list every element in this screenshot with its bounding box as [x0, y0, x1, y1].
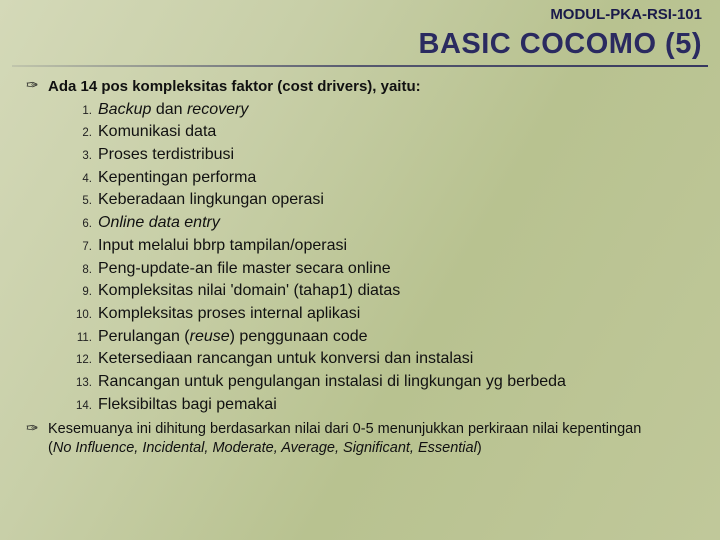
list-item: 10.Kompleksitas proses internal aplikasi: [74, 303, 700, 326]
list-item-text: Fleksibiltas bagi pemakai: [98, 394, 277, 417]
list-item-text: Kepentingan performa: [98, 167, 256, 190]
list-item-text: Kompleksitas nilai 'domain' (tahap1) dia…: [98, 280, 400, 303]
list-item-number: 12.: [74, 352, 98, 368]
title-wrap: BASIC COCOMO (5): [0, 26, 720, 65]
list-item-text: Perulangan (reuse) penggunaan code: [98, 326, 368, 349]
list-item-number: 5.: [74, 193, 98, 209]
footer-text: Kesemuanya ini dihitung berdasarkan nila…: [48, 420, 641, 459]
list-item-number: 9.: [74, 284, 98, 300]
list-item: 4.Kepentingan performa: [74, 167, 700, 190]
list-item-number: 2.: [74, 125, 98, 141]
cost-driver-list: 1.Backup dan recovery2.Komunikasi data3.…: [26, 99, 700, 417]
list-item: 13.Rancangan untuk pengulangan instalasi…: [74, 371, 700, 394]
module-code: MODUL-PKA-RSI-101: [550, 6, 702, 23]
intro-bullet: ✑ Ada 14 pos kompleksitas faktor (cost d…: [26, 77, 700, 97]
list-item-text: Komunikasi data: [98, 121, 216, 144]
list-item-text: Input melalui bbrp tampilan/operasi: [98, 235, 347, 258]
list-item: 12.Ketersediaan rancangan untuk konversi…: [74, 348, 700, 371]
list-item-number: 4.: [74, 171, 98, 187]
list-item-number: 3.: [74, 148, 98, 164]
list-item: 8.Peng-update-an file master secara onli…: [74, 258, 700, 281]
list-item: 7.Input melalui bbrp tampilan/operasi: [74, 235, 700, 258]
list-item-number: 1.: [74, 103, 98, 119]
list-item-number: 10.: [74, 307, 98, 323]
list-item-number: 6.: [74, 216, 98, 232]
intro-text: Ada 14 pos kompleksitas faktor (cost dri…: [48, 77, 421, 97]
list-item-text: Online data entry: [98, 212, 220, 235]
list-item-number: 8.: [74, 262, 98, 278]
list-item: 2.Komunikasi data: [74, 121, 700, 144]
page-title: BASIC COCOMO (5): [419, 28, 703, 60]
list-item: 5.Keberadaan lingkungan operasi: [74, 189, 700, 212]
list-item-text: Proses terdistribusi: [98, 144, 234, 167]
list-item-number: 7.: [74, 239, 98, 255]
list-item-number: 11.: [74, 330, 98, 346]
footer-line1: Kesemuanya ini dihitung berdasarkan nila…: [48, 421, 641, 437]
list-item: 11.Perulangan (reuse) penggunaan code: [74, 326, 700, 349]
list-item-text: Peng-update-an file master secara online: [98, 258, 391, 281]
list-item: 6.Online data entry: [74, 212, 700, 235]
list-item-text: Keberadaan lingkungan operasi: [98, 189, 324, 212]
list-item-number: 13.: [74, 375, 98, 391]
list-item: 3.Proses terdistribusi: [74, 144, 700, 167]
footer-line2: (No Influence, Incidental, Moderate, Ave…: [48, 440, 482, 456]
footer-bullet: ✑ Kesemuanya ini dihitung berdasarkan ni…: [26, 420, 700, 459]
list-item-number: 14.: [74, 398, 98, 414]
list-item-text: Backup dan recovery: [98, 99, 248, 122]
list-item: 9.Kompleksitas nilai 'domain' (tahap1) d…: [74, 280, 700, 303]
list-item-text: Rancangan untuk pengulangan instalasi di…: [98, 371, 566, 394]
title-divider: [12, 65, 708, 67]
list-item-text: Ketersediaan rancangan untuk konversi da…: [98, 348, 473, 371]
list-item: 1.Backup dan recovery: [74, 99, 700, 122]
bullet-icon: ✑: [26, 420, 48, 440]
list-item-text: Kompleksitas proses internal aplikasi: [98, 303, 360, 326]
header-bar: MODUL-PKA-RSI-101: [0, 0, 720, 26]
content-area: ✑ Ada 14 pos kompleksitas faktor (cost d…: [0, 77, 720, 459]
list-item: 14.Fleksibiltas bagi pemakai: [74, 394, 700, 417]
bullet-icon: ✑: [26, 77, 48, 97]
